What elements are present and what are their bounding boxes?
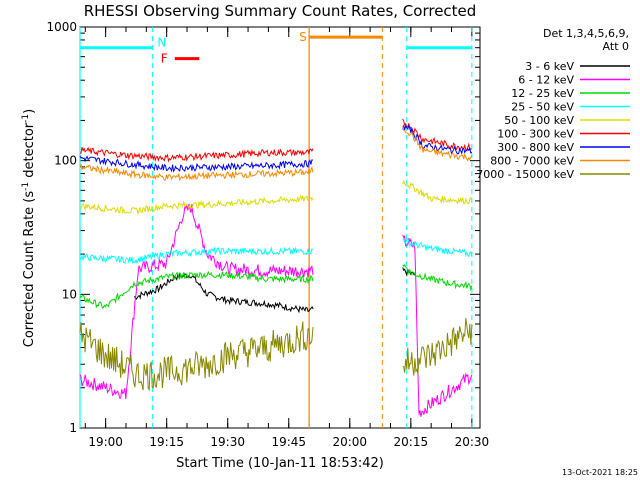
x-tick-label: 19:45 xyxy=(271,435,306,449)
flag-s-label: S xyxy=(299,30,307,44)
legend-label-7000-15000kev: 7000 - 15000 keV xyxy=(476,168,574,181)
flag-f-label: F xyxy=(161,52,168,66)
y-tick-label: 100 xyxy=(54,154,77,168)
series-line-12-25kev xyxy=(402,264,473,292)
series-line-6-12kev xyxy=(79,203,314,400)
series-line-7000-15000kev xyxy=(402,318,473,376)
legend-header-line-2: Att 0 xyxy=(603,40,629,53)
series-line-100-300kev xyxy=(402,118,472,151)
y-tick-label: 1 xyxy=(69,421,77,435)
x-tick-label: 20:15 xyxy=(394,435,429,449)
series-line-50-100kev xyxy=(79,194,314,216)
y-tick-label: 1000 xyxy=(46,20,77,34)
legend-label-100-300kev: 100 - 300 keV xyxy=(497,128,574,141)
series-line-7000-15000kev xyxy=(79,321,314,392)
chart-title: RHESSI Observing Summary Count Rates, Co… xyxy=(84,2,477,20)
legend-label-50-100kev: 50 - 100 keV xyxy=(504,114,574,127)
legend-label-12-25kev: 12 - 25 keV xyxy=(511,87,574,100)
series-line-300-800kev xyxy=(79,155,314,173)
x-tick-label: 19:00 xyxy=(88,435,123,449)
legend-label-3-6kev: 3 - 6 keV xyxy=(525,60,574,73)
legend-label-800-7000kev: 800 - 7000 keV xyxy=(490,155,574,168)
x-tick-label: 20:00 xyxy=(332,435,367,449)
series-line-300-800kev xyxy=(402,124,473,155)
x-axis-label: Start Time (10-Jan-11 18:53:42) xyxy=(176,456,384,471)
series-line-6-12kev xyxy=(402,234,473,417)
x-tick-label: 19:30 xyxy=(210,435,245,449)
x-tick-label: 20:30 xyxy=(455,435,490,449)
plot-frame xyxy=(79,26,481,429)
series-line-25-50kev xyxy=(79,246,314,265)
legend-label-300-800kev: 300 - 800 keV xyxy=(497,141,574,154)
y-axis-label: Corrected Count Rate (s-1 detector-1) xyxy=(21,109,37,347)
legend-label-25-50kev: 25 - 50 keV xyxy=(511,101,574,114)
series-line-3-6kev xyxy=(133,271,314,314)
series-line-25-50kev xyxy=(402,238,473,258)
legend-header-line-1: Det 1,3,4,5,6,9, xyxy=(543,27,629,40)
series-line-100-300kev xyxy=(80,146,314,163)
generation-timestamp: 13-Oct-2021 18:25 xyxy=(562,468,638,477)
series-line-800-7000kev xyxy=(79,164,314,182)
y-tick-label: 10 xyxy=(62,287,77,301)
x-tick-label: 19:15 xyxy=(149,435,184,449)
flag-n-label: N xyxy=(157,36,166,50)
legend-label-6-12kev: 6 - 12 keV xyxy=(518,74,574,87)
series-line-12-25kev xyxy=(79,270,314,309)
series-line-800-7000kev xyxy=(402,125,473,162)
series-line-50-100kev xyxy=(402,179,473,205)
